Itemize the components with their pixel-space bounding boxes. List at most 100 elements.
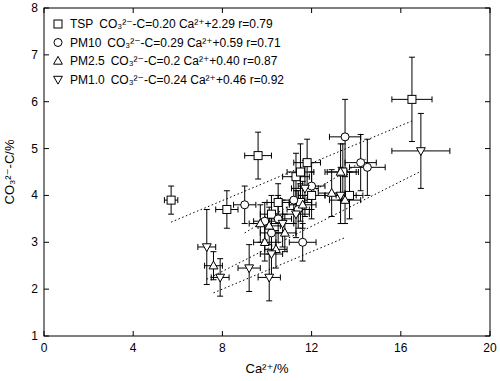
y-error-cap bbox=[409, 57, 415, 141]
x-error-cap bbox=[216, 206, 238, 212]
x-tick bbox=[400, 331, 401, 336]
data-point bbox=[341, 133, 349, 141]
data-point bbox=[336, 192, 345, 200]
data-point bbox=[260, 238, 269, 246]
data-point bbox=[299, 238, 307, 246]
data-point bbox=[408, 95, 416, 103]
data-point bbox=[245, 265, 254, 273]
data-point bbox=[267, 251, 276, 259]
x-error-cap bbox=[350, 164, 386, 170]
x-tick bbox=[222, 331, 223, 336]
y-error-cap bbox=[242, 186, 248, 223]
y-tick-label: 5 bbox=[31, 142, 38, 156]
y-tick bbox=[44, 242, 49, 243]
data-point bbox=[327, 188, 336, 196]
y-error-cap bbox=[224, 191, 230, 228]
data-point bbox=[254, 152, 262, 160]
y-tick bbox=[44, 54, 49, 55]
y-tick-label: 6 bbox=[31, 95, 38, 109]
y-tick-right bbox=[485, 336, 490, 337]
legend-marker bbox=[54, 56, 63, 64]
y-tick-label: 2 bbox=[31, 282, 38, 296]
x-tick-top bbox=[133, 8, 134, 13]
x-tick-label: 0 bbox=[41, 341, 48, 355]
y-tick-right bbox=[485, 54, 490, 55]
legend-equation: CO₃²⁻-C=0.29 Ca²⁺+0.59 r=0.71 bbox=[107, 36, 281, 50]
x-tick-top bbox=[44, 8, 45, 13]
y-tick-label: 7 bbox=[31, 48, 38, 62]
chart-container: 04812162012345678Ca²⁺/%CO₃²⁻-C/%TSPCO₃²⁻… bbox=[0, 0, 500, 381]
data-point bbox=[223, 205, 231, 213]
x-axis-label: Ca²⁺/% bbox=[246, 361, 289, 376]
x-tick bbox=[311, 331, 312, 336]
data-point bbox=[296, 168, 304, 176]
legend-label: PM2.5 bbox=[70, 54, 105, 68]
y-tick-right bbox=[485, 101, 490, 102]
legend-equation: CO₃²⁻-C=0.2 Ca²⁺+0.40 r=0.87 bbox=[111, 54, 278, 68]
x-error-cap bbox=[164, 197, 177, 203]
x-tick-top bbox=[400, 8, 401, 13]
y-tick bbox=[44, 336, 49, 337]
legend-equation: CO₃²⁻-C=0.20 Ca²⁺+2.29 r=0.79 bbox=[99, 17, 273, 31]
x-error-cap bbox=[234, 202, 256, 208]
y-tick-label: 8 bbox=[31, 1, 38, 15]
y-tick bbox=[44, 195, 49, 196]
y-tick bbox=[44, 8, 49, 9]
fit-line bbox=[245, 158, 368, 233]
x-error-cap bbox=[294, 160, 321, 166]
x-error-cap bbox=[245, 153, 272, 159]
x-tick-label: 4 bbox=[130, 341, 137, 355]
legend-marker bbox=[54, 20, 62, 28]
data-point bbox=[280, 228, 289, 236]
x-tick-top bbox=[490, 8, 491, 13]
data-point bbox=[336, 167, 345, 175]
fit-line bbox=[207, 171, 421, 279]
legend-marker bbox=[54, 39, 62, 47]
legend-label: TSP bbox=[70, 17, 93, 31]
data-point bbox=[290, 196, 298, 204]
data-point bbox=[267, 229, 275, 237]
y-tick-right bbox=[485, 289, 490, 290]
y-error-cap bbox=[358, 135, 364, 191]
legend: TSP CO₃²⁻-C=0.20 Ca²⁺+2.29 r=0.79 PM10 CO₃²… bbox=[54, 17, 285, 87]
y-tick bbox=[44, 148, 49, 149]
x-error-cap bbox=[289, 239, 316, 245]
data-point bbox=[416, 148, 425, 156]
data-point bbox=[298, 200, 307, 208]
x-error-cap bbox=[392, 96, 432, 102]
fit-line bbox=[213, 238, 345, 293]
data-point bbox=[167, 196, 175, 204]
x-tick bbox=[133, 331, 134, 336]
x-tick-label: 8 bbox=[219, 341, 226, 355]
y-error-cap bbox=[347, 172, 353, 219]
data-point bbox=[278, 220, 287, 228]
y-error-cap bbox=[300, 224, 306, 261]
legend-label: PM10 bbox=[70, 36, 102, 50]
x-tick bbox=[490, 331, 491, 336]
data-point bbox=[256, 219, 265, 227]
legend-equation: CO₃²⁻-C=0.24 Ca²⁺+0.46 r=0.92 bbox=[111, 73, 285, 87]
data-point bbox=[265, 274, 274, 282]
data-point bbox=[216, 274, 225, 282]
y-error-cap bbox=[309, 163, 315, 210]
data-point bbox=[301, 185, 310, 193]
data-point bbox=[303, 159, 311, 167]
legend-marker bbox=[54, 76, 63, 84]
data-point bbox=[363, 163, 371, 171]
fit-line bbox=[171, 121, 412, 222]
y-axis-label: CO₃²⁻-C/% bbox=[2, 139, 17, 204]
y-tick-right bbox=[485, 195, 490, 196]
data-point bbox=[274, 198, 282, 206]
x-tick bbox=[44, 331, 45, 336]
y-tick-label: 4 bbox=[31, 188, 38, 202]
legend-label: PM1.0 bbox=[70, 73, 105, 87]
x-tick-top bbox=[311, 8, 312, 13]
y-tick-right bbox=[485, 242, 490, 243]
data-point bbox=[292, 211, 301, 219]
y-tick bbox=[44, 101, 49, 102]
data-point bbox=[241, 201, 249, 209]
y-tick bbox=[44, 289, 49, 290]
data-point bbox=[308, 191, 316, 199]
x-error-cap bbox=[329, 134, 360, 140]
data-point bbox=[265, 221, 274, 229]
